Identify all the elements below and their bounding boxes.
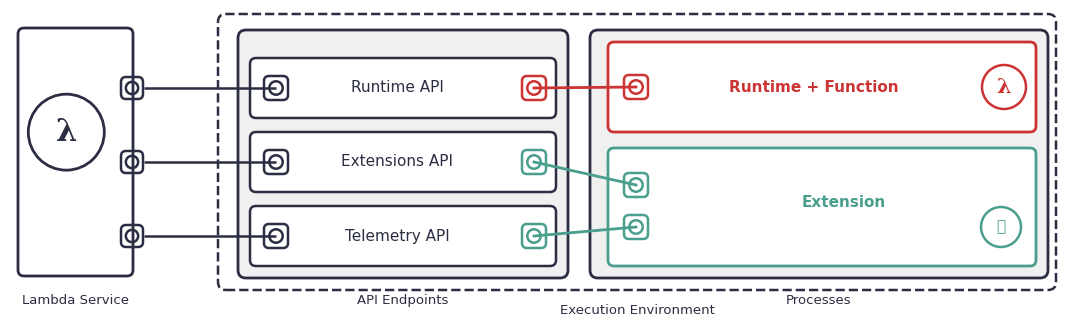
Text: Execution Environment: Execution Environment <box>560 304 715 317</box>
Text: ⏻: ⏻ <box>996 219 1005 235</box>
Circle shape <box>981 207 1021 247</box>
Text: Lambda Service: Lambda Service <box>22 294 129 307</box>
Text: Telemetry API: Telemetry API <box>344 228 449 243</box>
Text: API Endpoints: API Endpoints <box>357 294 448 307</box>
FancyBboxPatch shape <box>250 206 556 266</box>
FancyBboxPatch shape <box>250 58 556 118</box>
Text: Processes: Processes <box>786 294 852 307</box>
Text: Extensions API: Extensions API <box>341 154 453 170</box>
FancyBboxPatch shape <box>590 30 1048 278</box>
Text: Runtime API: Runtime API <box>351 81 443 96</box>
FancyBboxPatch shape <box>18 28 133 276</box>
FancyBboxPatch shape <box>238 30 567 278</box>
Text: λ: λ <box>55 117 77 148</box>
Circle shape <box>28 94 104 170</box>
FancyBboxPatch shape <box>608 42 1036 132</box>
Text: Extension: Extension <box>801 195 886 210</box>
FancyBboxPatch shape <box>608 148 1036 266</box>
Circle shape <box>982 65 1026 109</box>
Text: λ: λ <box>996 77 1012 97</box>
FancyBboxPatch shape <box>250 132 556 192</box>
Text: Runtime + Function: Runtime + Function <box>729 80 898 95</box>
